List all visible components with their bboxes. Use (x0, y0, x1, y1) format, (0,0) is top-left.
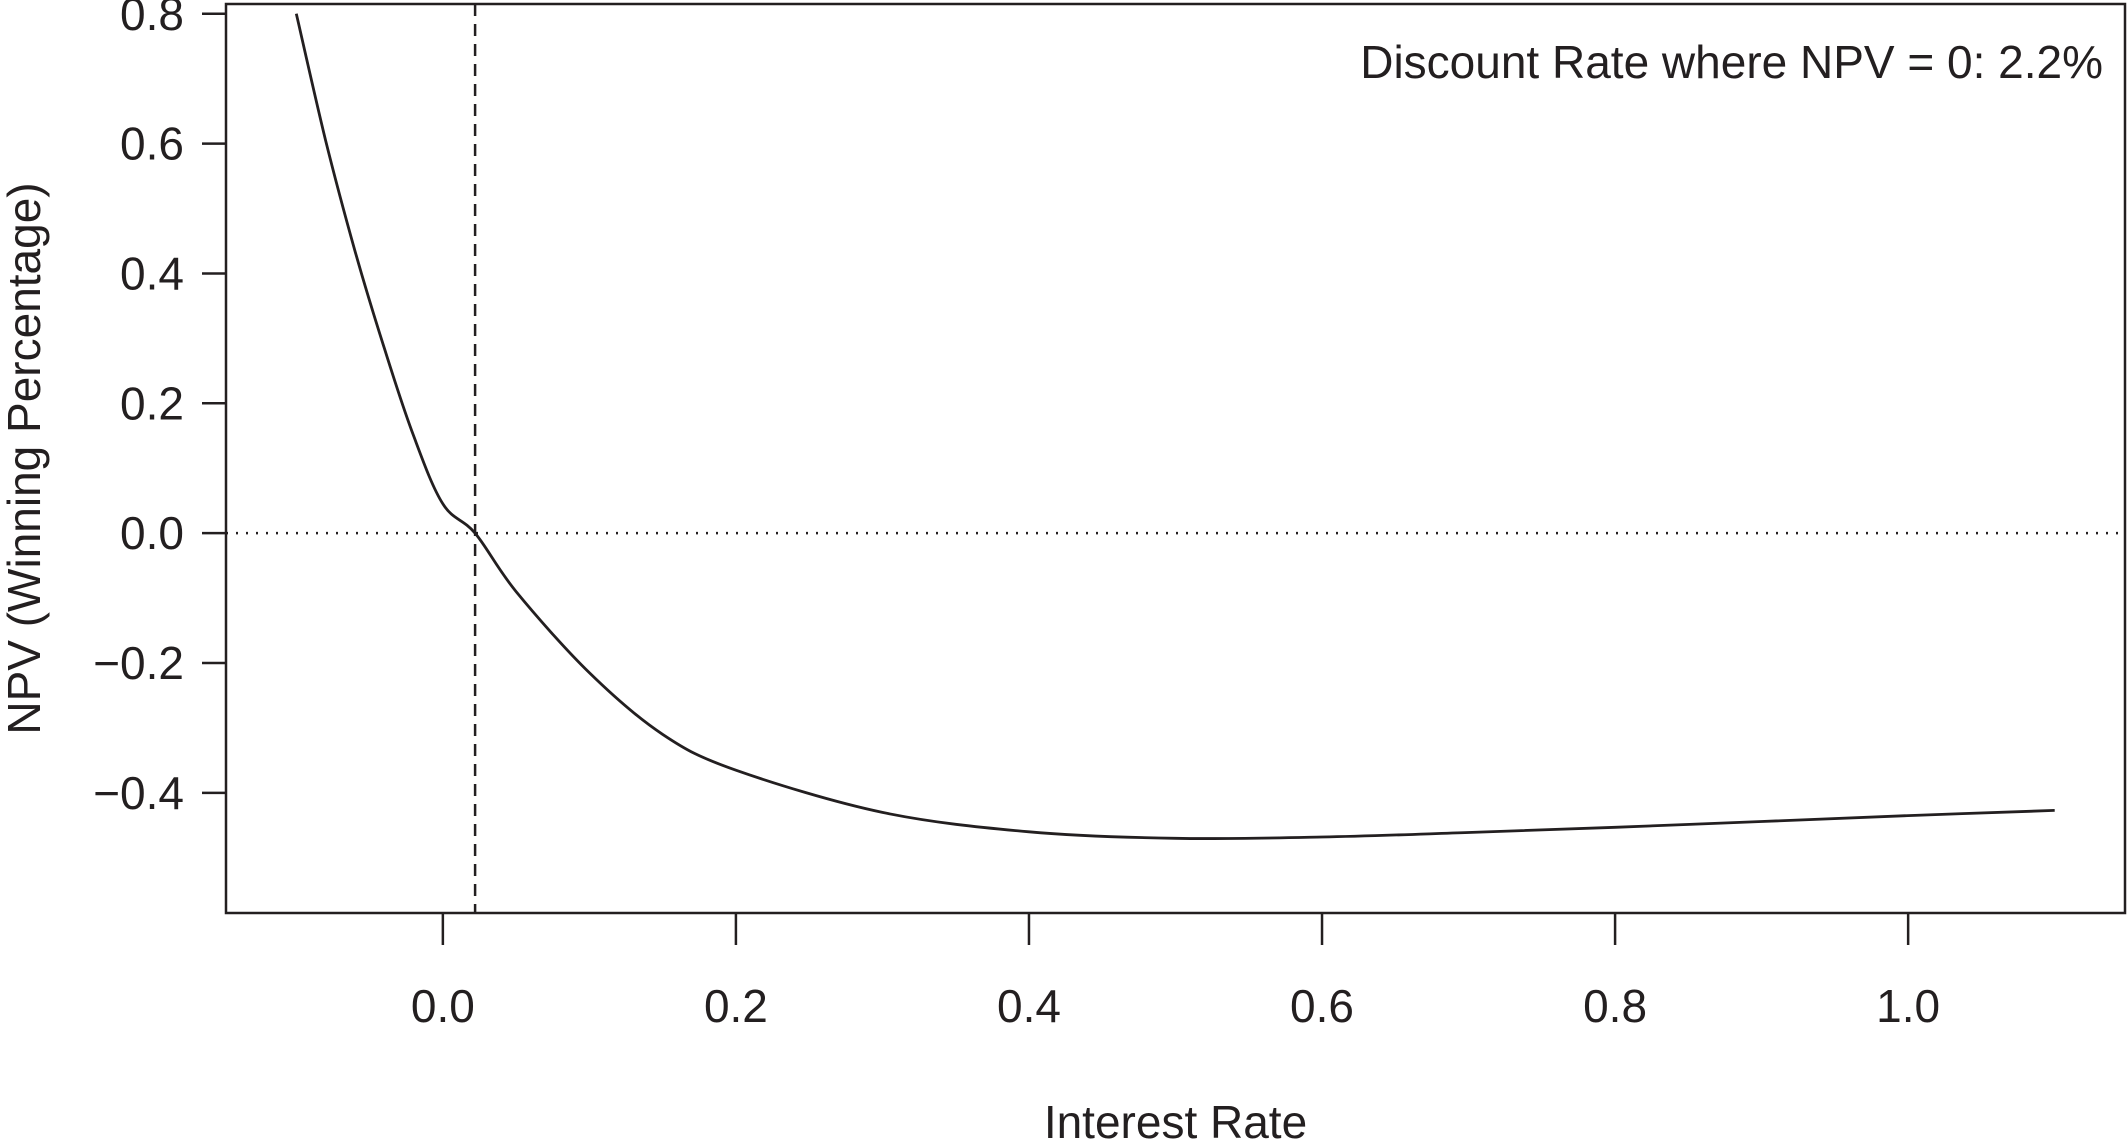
y-tick-label: 0.8 (120, 0, 184, 40)
y-tick-label: 0.6 (120, 118, 184, 170)
series-layer (294, 13, 2055, 841)
y-axis-label: NPV (Winning Percentage) (0, 182, 50, 734)
x-tick-label: 0.2 (704, 980, 768, 1032)
y-axis: 0.8 0.6 0.4 0.2 0.0 −0.2 −0.4 (93, 0, 226, 819)
npv-zero-annotation: Discount Rate where NPV = 0: 2.2% (1360, 36, 2103, 88)
x-tick-label: 0.6 (1290, 980, 1354, 1032)
y-tick-label: 0.4 (120, 247, 184, 299)
y-tick-label: −0.4 (93, 767, 184, 819)
x-axis-label: Interest Rate (1044, 1096, 1307, 1142)
y-tick-label: 0.0 (120, 507, 184, 559)
plot-frame (224, 2, 2127, 915)
npv-curve (294, 13, 2055, 841)
x-tick-label: 0.0 (411, 980, 475, 1032)
reference-lines (226, 4, 2125, 913)
x-tick-label: 0.4 (997, 980, 1061, 1032)
y-tick-label: −0.2 (93, 637, 184, 689)
x-axis: 0.0 0.2 0.4 0.6 0.8 1.0 (411, 913, 1940, 1032)
x-tick-label: 0.8 (1583, 980, 1647, 1032)
x-tick-label: 1.0 (1876, 980, 1940, 1032)
y-tick-label: 0.2 (120, 377, 184, 429)
